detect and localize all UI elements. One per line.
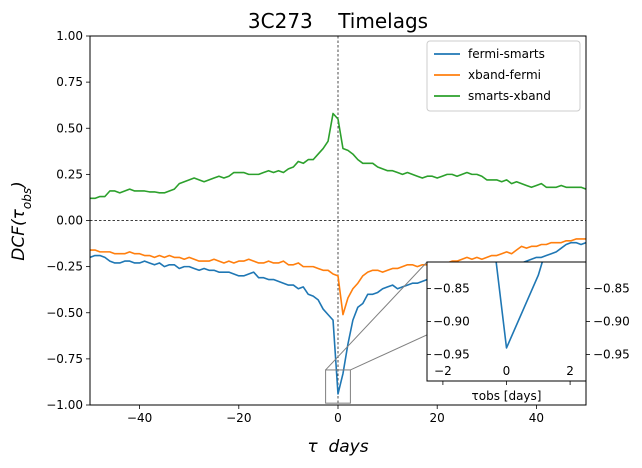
legend-label-xband-fermi: xband-fermi <box>468 68 541 82</box>
legend: fermi-smarts xband-fermi smarts-xband <box>426 40 581 112</box>
inset-x-tick-label: 2 <box>566 364 574 378</box>
inset-x-tick-label: 0 <box>503 364 511 378</box>
zoom-region-box <box>325 369 351 404</box>
x-tick-label: 40 <box>529 411 544 425</box>
inset-x-tick-label: −2 <box>434 364 452 378</box>
x-tick-label: 20 <box>430 411 445 425</box>
inset-background <box>427 262 586 381</box>
inset-x-axis-label: τobs [days] <box>472 389 542 403</box>
inset-y-tick-label-right: −0.85 <box>593 281 630 295</box>
inset-series-lines <box>495 262 544 349</box>
y-tick-label: 0.25 <box>56 167 83 181</box>
inset-y-tick-label-left: −0.95 <box>433 348 470 362</box>
legend-label-fermi-smarts: fermi-smarts <box>468 47 545 61</box>
inset-y-tick-label-right: −0.90 <box>593 315 630 329</box>
inset-y-tick-label-left: −0.90 <box>433 315 470 329</box>
x-tick-label: −20 <box>226 411 251 425</box>
x-tick-label: −40 <box>127 411 152 425</box>
y-axis-label: DCF(τobs) <box>9 181 34 260</box>
y-tick-label: 0.75 <box>56 75 83 89</box>
inset-zoom-plot: −2 0 2 −0.95 −0.95 −0.90 −0.90 −0.85 −0.85 τobs [… <box>325 261 630 403</box>
y-tick-label: 0.00 <box>56 214 83 228</box>
series-line-xband-fermi <box>90 238 586 316</box>
inset-connector-line <box>325 261 428 371</box>
chart-title: 3C273 Timelags <box>248 9 428 33</box>
series-line-smarts-xband <box>90 112 586 200</box>
legend-label-smarts-xband: smarts-xband <box>468 89 551 103</box>
x-axis-label: τ days <box>307 437 368 457</box>
legend-box <box>426 40 581 112</box>
x-tick-label: 0 <box>334 411 342 425</box>
y-tick-label: 1.00 <box>56 29 83 43</box>
y-tick-label: −0.25 <box>46 260 83 274</box>
y-tick-label: −0.75 <box>46 352 83 366</box>
y-tick-label: −0.50 <box>46 306 83 320</box>
inset-y-tick-label-right: −0.95 <box>593 348 630 362</box>
inset-y-tick-label-left: −0.85 <box>433 281 470 295</box>
inset-series-line-fermi-smarts <box>495 262 544 349</box>
y-tick-label: −1.00 <box>46 398 83 412</box>
y-tick-label: 0.50 <box>56 121 83 135</box>
